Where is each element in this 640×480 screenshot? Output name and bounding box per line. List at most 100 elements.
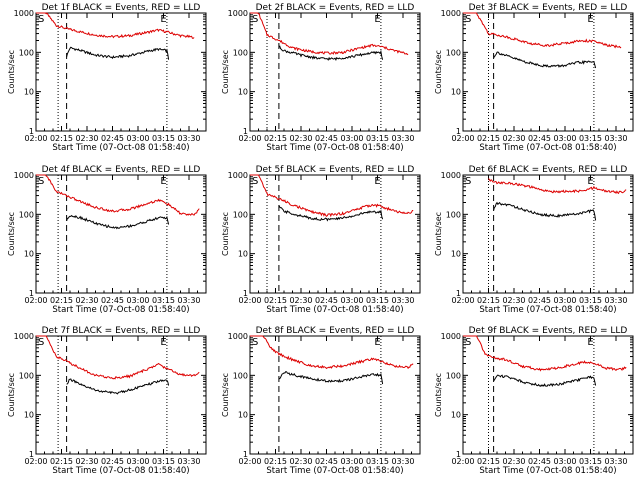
y-tick-label: 10 xyxy=(24,88,34,97)
y-tick-label: 1 xyxy=(243,127,248,136)
x-tick-label: 02:00 xyxy=(451,134,474,143)
x-tick-label: 02:30 xyxy=(289,296,312,305)
marker-S: S xyxy=(465,176,471,187)
lld-series-line xyxy=(488,178,627,195)
lld-series-line xyxy=(250,12,409,56)
x-tick-label: 03:00 xyxy=(126,296,149,305)
y-tick-label: 1000 xyxy=(228,9,248,18)
events-series-line xyxy=(66,46,170,60)
x-axis-label: Start Time (07-Oct-08 01:58:40) xyxy=(52,305,189,315)
marker-E: E xyxy=(160,14,166,25)
x-tick-label: 02:30 xyxy=(75,134,98,143)
x-tick-label: 02:15 xyxy=(50,296,73,305)
y-tick-label: 1000 xyxy=(14,332,34,341)
lld-series-line xyxy=(36,174,200,216)
x-tick-label: 02:15 xyxy=(264,296,287,305)
x-tick-label: 02:15 xyxy=(477,296,500,305)
marker-E: E xyxy=(374,14,380,25)
x-tick-label: 03:00 xyxy=(553,134,576,143)
x-tick-label: 03:30 xyxy=(177,457,200,466)
x-tick-label: 02:15 xyxy=(50,457,73,466)
events-series-line xyxy=(493,201,597,221)
y-tick-label: 10 xyxy=(238,411,248,420)
x-tick-label: 02:30 xyxy=(289,457,312,466)
x-axis-label: Start Time (07-Oct-08 01:58:40) xyxy=(266,466,403,476)
y-axis-label: Counts/sec xyxy=(221,212,230,256)
plot-frame xyxy=(249,335,421,455)
marker-S: S xyxy=(38,337,44,348)
panel-3: Det 3f BLACK = Events, RED = LLD 1 10 100 10… xyxy=(434,3,634,153)
y-tick-label: 100 xyxy=(19,210,34,219)
panel-title: Det 3f BLACK = Events, RED = LLD xyxy=(469,3,628,13)
marker-E: E xyxy=(587,14,593,25)
marker-S: S xyxy=(38,176,44,187)
x-tick-label: 02:30 xyxy=(75,296,98,305)
panel-5: Det 5f BLACK = Events, RED = LLD 1 10 100 10… xyxy=(221,165,421,315)
panel-title: Det 6f BLACK = Events, RED = LLD xyxy=(469,165,628,175)
x-tick-label: 02:45 xyxy=(528,134,551,143)
x-tick-label: 02:30 xyxy=(502,296,525,305)
x-tick-label: 03:30 xyxy=(604,134,627,143)
x-tick-label: 02:00 xyxy=(238,296,261,305)
y-tick-label: 10 xyxy=(24,250,34,259)
panel-title: Det 5f BLACK = Events, RED = LLD xyxy=(256,165,415,175)
plot-frame xyxy=(462,335,634,455)
x-tick-label: 03:00 xyxy=(126,134,149,143)
marker-E: E xyxy=(374,176,380,187)
plot-frame xyxy=(462,12,634,132)
marker-S: S xyxy=(252,176,258,187)
marker-E: E xyxy=(160,176,166,187)
x-tick-label: 03:30 xyxy=(604,457,627,466)
plot-frame xyxy=(249,12,421,132)
y-tick-label: 1000 xyxy=(14,171,34,180)
x-tick-label: 02:00 xyxy=(451,296,474,305)
y-tick-label: 1 xyxy=(29,127,34,136)
panel-7: Det 7f BLACK = Events, RED = LLD 1 10 100 10… xyxy=(7,326,207,476)
plot-frame xyxy=(249,174,421,294)
marker-S: S xyxy=(38,14,44,25)
y-axis-label: Counts/sec xyxy=(221,373,230,417)
marker-S: S xyxy=(252,337,258,348)
plot-frame xyxy=(462,174,634,294)
events-series-line xyxy=(278,371,384,385)
y-axis-label: Counts/sec xyxy=(434,50,443,94)
x-axis-label: Start Time (07-Oct-08 01:58:40) xyxy=(479,466,616,476)
y-axis-label: Counts/sec xyxy=(221,50,230,94)
y-tick-label: 1000 xyxy=(14,9,34,18)
x-axis-label: Start Time (07-Oct-08 01:58:40) xyxy=(479,143,616,153)
x-tick-label: 02:45 xyxy=(101,296,124,305)
x-tick-label: 02:00 xyxy=(451,457,474,466)
x-tick-label: 02:30 xyxy=(502,457,525,466)
x-tick-label: 02:45 xyxy=(528,457,551,466)
x-tick-label: 03:15 xyxy=(152,457,175,466)
x-tick-label: 03:00 xyxy=(340,457,363,466)
events-series-line xyxy=(493,374,597,387)
x-tick-label: 02:15 xyxy=(477,134,500,143)
y-tick-label: 1000 xyxy=(228,332,248,341)
lld-series-line xyxy=(36,12,195,39)
x-tick-label: 03:30 xyxy=(177,134,200,143)
y-tick-label: 100 xyxy=(446,210,461,219)
x-axis-label: Start Time (07-Oct-08 01:58:40) xyxy=(479,305,616,315)
marker-E: E xyxy=(587,176,593,187)
x-tick-label: 03:30 xyxy=(391,296,414,305)
x-axis-label: Start Time (07-Oct-08 01:58:40) xyxy=(52,466,189,476)
x-tick-label: 03:15 xyxy=(579,134,602,143)
y-tick-label: 10 xyxy=(451,411,461,420)
x-tick-label: 02:45 xyxy=(315,457,338,466)
y-tick-label: 100 xyxy=(19,371,34,380)
x-tick-label: 02:15 xyxy=(50,134,73,143)
marker-E: E xyxy=(160,337,166,348)
x-tick-label: 03:00 xyxy=(553,457,576,466)
x-tick-label: 02:00 xyxy=(238,134,261,143)
panel-title: Det 9f BLACK = Events, RED = LLD xyxy=(469,326,628,336)
panel-8: Det 8f BLACK = Events, RED = LLD 1 10 100 10… xyxy=(221,326,421,476)
x-tick-label: 02:45 xyxy=(315,296,338,305)
x-tick-label: 03:00 xyxy=(340,296,363,305)
marker-E: E xyxy=(374,337,380,348)
y-tick-label: 1 xyxy=(243,289,248,298)
x-tick-label: 02:00 xyxy=(24,134,47,143)
marker-S: S xyxy=(465,14,471,25)
y-axis-label: Counts/sec xyxy=(7,212,16,256)
